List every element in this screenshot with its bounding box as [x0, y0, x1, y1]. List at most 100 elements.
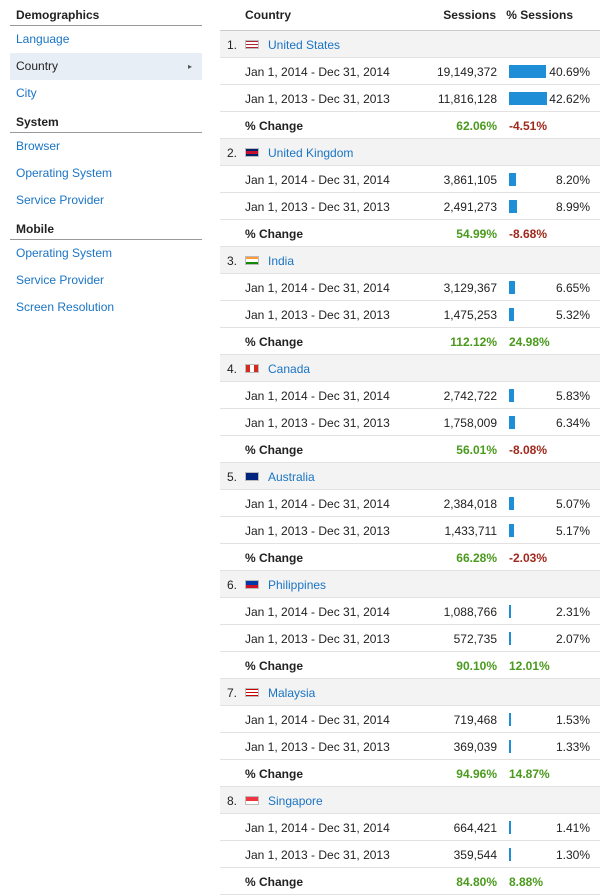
country-row: 2. United Kingdom	[220, 139, 600, 166]
change-label: % Change	[245, 551, 304, 565]
date-range: Jan 1, 2013 - Dec 31, 2013	[245, 308, 390, 322]
date-range: Jan 1, 2014 - Dec 31, 2014	[245, 497, 390, 511]
sessions-value: 1,088,766	[443, 605, 497, 619]
sidebar-item[interactable]: Operating System	[10, 240, 202, 267]
sidebar-section-heading: Mobile	[10, 214, 202, 240]
country-link[interactable]: Australia	[268, 470, 315, 484]
period-row: Jan 1, 2013 - Dec 31, 2013 1,475,253 5.32%	[220, 301, 600, 328]
date-range: Jan 1, 2013 - Dec 31, 2013	[245, 632, 390, 646]
sidebar-item[interactable]: Service Provider	[10, 267, 202, 294]
country-link[interactable]: India	[268, 254, 295, 268]
sidebar-item[interactable]: Browser	[10, 133, 202, 160]
country-link[interactable]: Singapore	[268, 794, 323, 808]
country-link[interactable]: Philippines	[268, 578, 327, 592]
sessions-value: 719,468	[453, 713, 497, 727]
sessions-value: 369,039	[453, 740, 497, 754]
period-row: Jan 1, 2014 - Dec 31, 2014 2,384,018 5.07%	[220, 490, 600, 517]
pct-sessions-value: 42.62%	[549, 92, 590, 106]
change-label: % Change	[245, 659, 304, 673]
pct-sessions-value: 1.41%	[555, 821, 590, 835]
sidebar-item-label: Service Provider	[16, 193, 105, 207]
sessions-value: 2,491,273	[443, 200, 497, 214]
us-flag-icon	[245, 40, 259, 49]
pct-sessions-value: 8.99%	[555, 200, 590, 214]
date-range: Jan 1, 2013 - Dec 31, 2013	[245, 416, 390, 430]
sessions-value: 359,544	[453, 848, 497, 862]
country-link[interactable]: United Kingdom	[268, 146, 354, 160]
sessions-value: 3,129,367	[443, 281, 497, 295]
sessions-share-bar	[509, 416, 515, 429]
table-header: Country Sessions % Sessions	[220, 0, 600, 31]
sidebar-item-label: Screen Resolution	[16, 300, 115, 314]
period-row: Jan 1, 2013 - Dec 31, 2013 11,816,128 42.6…	[220, 85, 600, 112]
sidebar-item[interactable]: Language	[10, 26, 202, 53]
pct-sessions-value: 2.07%	[555, 632, 590, 646]
pct-sessions-value: 5.17%	[555, 524, 590, 538]
sessions-share-bar	[509, 92, 547, 105]
sessions-change: 66.28%	[456, 551, 497, 565]
sessions-share-bar	[509, 497, 514, 510]
table-body: 1. United States Jan 1, 2014 - Dec 31, 201…	[220, 31, 600, 895]
sessions-share-bar	[509, 173, 516, 186]
sessions-share-bar	[509, 281, 515, 294]
pct-sessions-value: 5.83%	[555, 389, 590, 403]
sidebar-item-label: Language	[16, 32, 70, 46]
sessions-share-bar	[509, 524, 514, 537]
sessions-share-bar	[509, 65, 546, 78]
pct-sessions-column-header[interactable]: % Sessions	[506, 8, 573, 22]
pct-sessions-change: 12.01%	[509, 659, 550, 673]
sessions-value: 1,475,253	[443, 308, 497, 322]
pct-sessions-change: -4.51%	[509, 119, 548, 133]
change-row: % Change 94.96% 14.87%	[220, 760, 600, 787]
change-label: % Change	[245, 335, 304, 349]
sessions-change: 94.96%	[456, 767, 497, 781]
sidebar-section-heading: System	[10, 107, 202, 133]
country-rank: 4.	[227, 362, 238, 376]
sessions-share-bar	[509, 389, 514, 402]
sessions-change: 62.06%	[456, 119, 497, 133]
sessions-change: 56.01%	[456, 443, 497, 457]
country-rank: 1.	[227, 38, 238, 52]
period-row: Jan 1, 2014 - Dec 31, 2014 19,149,372 40.6…	[220, 58, 600, 85]
pct-sessions-change: 14.87%	[509, 767, 550, 781]
sessions-share-bar	[509, 740, 511, 753]
sessions-column-header[interactable]: Sessions	[443, 8, 496, 22]
sidebar-item-label: Operating System	[16, 166, 113, 180]
change-label: % Change	[245, 227, 304, 241]
sidebar-item[interactable]: Service Provider	[10, 187, 202, 214]
country-rank: 5.	[227, 470, 238, 484]
india-flag-icon	[245, 256, 259, 265]
pct-sessions-change: -2.03%	[509, 551, 548, 565]
sidebar-item-label: Country	[16, 59, 59, 73]
date-range: Jan 1, 2014 - Dec 31, 2014	[245, 713, 390, 727]
country-row: 5. Australia	[220, 463, 600, 490]
period-row: Jan 1, 2013 - Dec 31, 2013 1,758,009 6.34%	[220, 409, 600, 436]
country-link[interactable]: Malaysia	[268, 686, 316, 700]
sessions-change: 90.10%	[456, 659, 497, 673]
sidebar-item[interactable]: Screen Resolution	[10, 294, 202, 321]
sidebar-item-label: Operating System	[16, 246, 113, 260]
period-row: Jan 1, 2013 - Dec 31, 2013 359,544 1.30%	[220, 841, 600, 868]
sidebar-item[interactable]: Country ▸	[10, 53, 202, 80]
sessions-share-bar	[509, 713, 511, 726]
pct-sessions-value: 5.32%	[555, 308, 590, 322]
country-link[interactable]: United States	[268, 38, 341, 52]
period-row: Jan 1, 2013 - Dec 31, 2013 369,039 1.33%	[220, 733, 600, 760]
country-row: 4. Canada	[220, 355, 600, 382]
period-row: Jan 1, 2014 - Dec 31, 2014 664,421 1.41%	[220, 814, 600, 841]
change-row: % Change 66.28% -2.03%	[220, 544, 600, 571]
sessions-value: 2,384,018	[443, 497, 497, 511]
country-link[interactable]: Canada	[268, 362, 311, 376]
sessions-value: 3,861,105	[443, 173, 497, 187]
sidebar-item[interactable]: City	[10, 80, 202, 107]
sidebar-item[interactable]: Operating System	[10, 160, 202, 187]
sessions-share-bar	[509, 605, 511, 618]
philippines-flag-icon	[245, 580, 259, 589]
pct-sessions-change: -8.68%	[509, 227, 548, 241]
sessions-value: 19,149,372	[436, 65, 497, 79]
uk-flag-icon	[245, 148, 259, 157]
date-range: Jan 1, 2013 - Dec 31, 2013	[245, 524, 390, 538]
change-row: % Change 56.01% -8.08%	[220, 436, 600, 463]
country-column-header[interactable]: Country	[245, 8, 291, 22]
report-nav-sidebar: Demographics Language Country ▸ City System Br…	[10, 0, 202, 321]
